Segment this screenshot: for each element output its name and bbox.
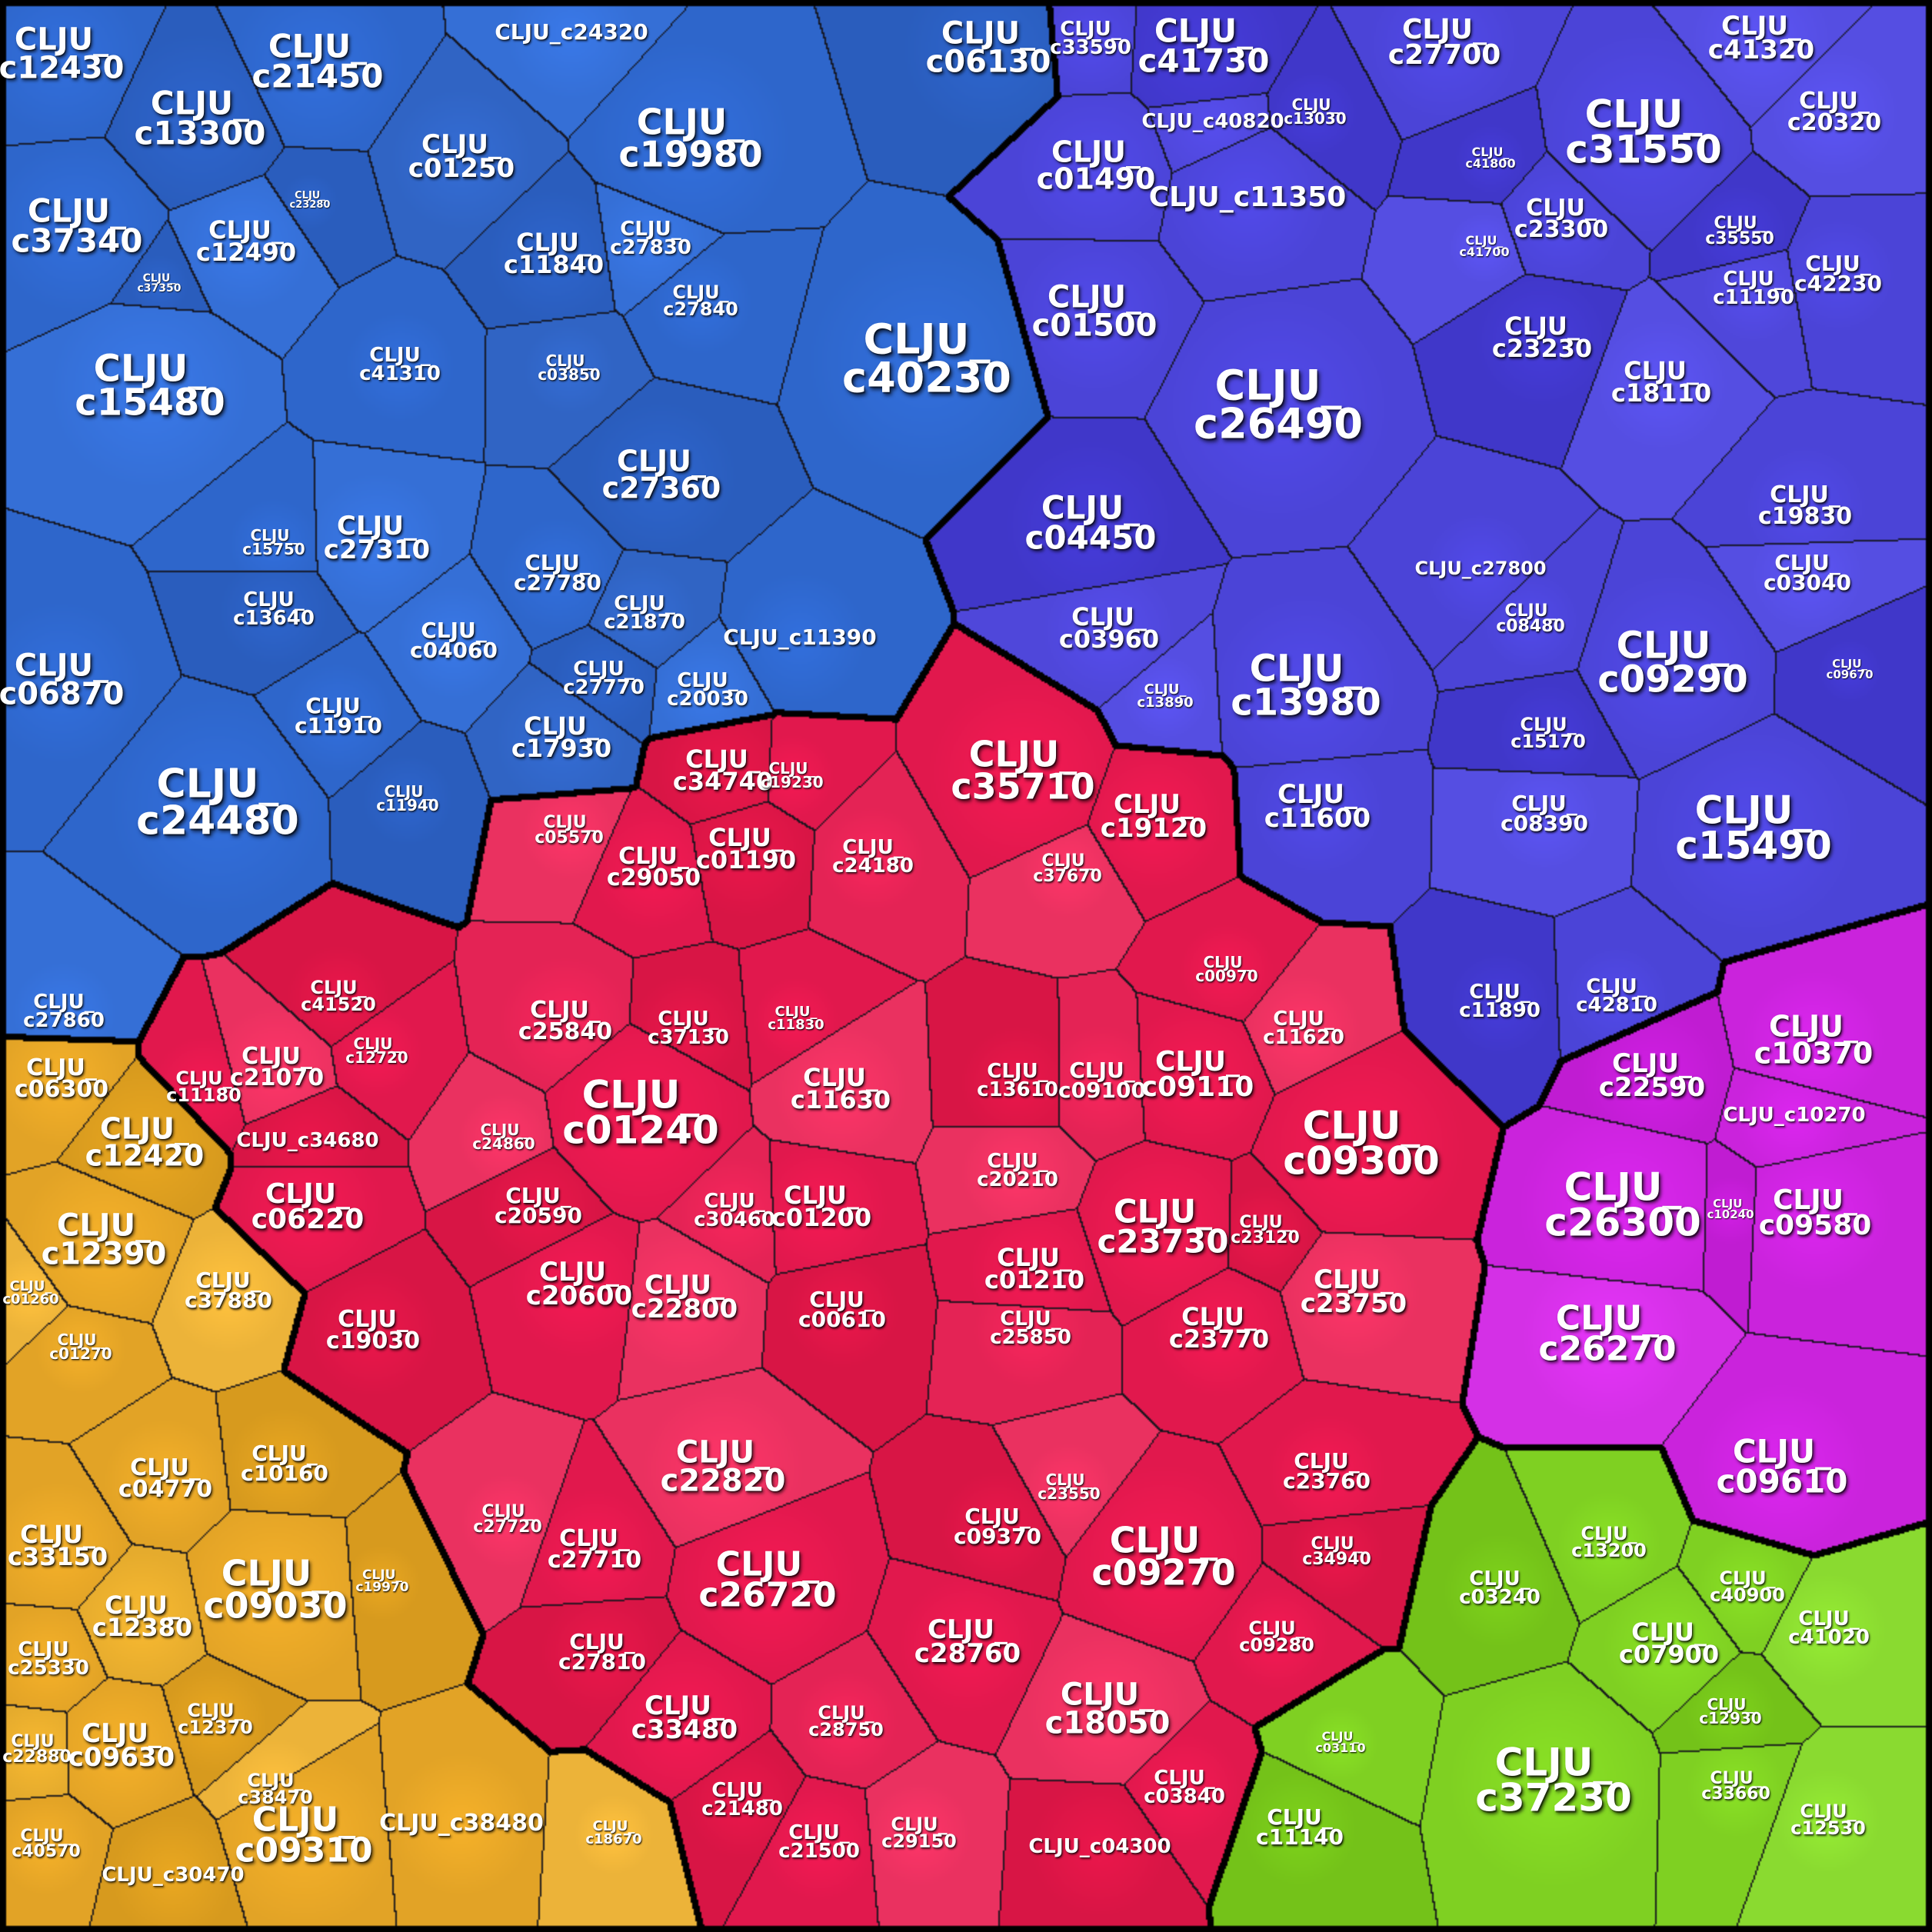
voronoi-treemap: CLJU_ c12430 CLJU_ c13300 CLJU_ c21450 CLJU…: [0, 0, 1932, 1932]
treemap-canvas: [0, 0, 1932, 1932]
